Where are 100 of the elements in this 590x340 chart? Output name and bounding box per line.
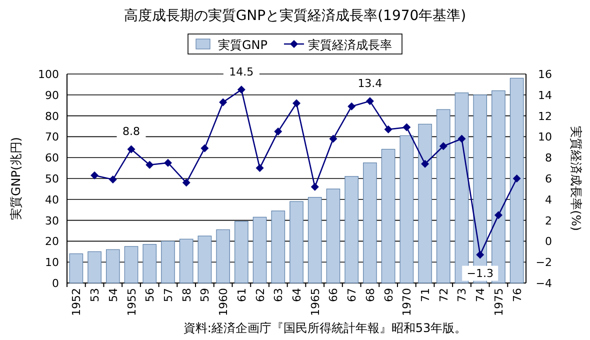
legend-label: 実質経済成長率 — [308, 38, 392, 52]
bar — [381, 148, 396, 284]
bar — [106, 249, 120, 284]
bar — [344, 176, 358, 284]
x-tick-label: 71 — [419, 288, 432, 302]
y-tick-label: 70 — [45, 130, 59, 144]
x-tick-label: 1952 — [70, 288, 84, 316]
y2-tick-label: −2 — [536, 256, 552, 270]
bar — [454, 92, 469, 284]
x-tick-label: 59 — [198, 288, 212, 302]
y2-tick-label: −4 — [536, 277, 552, 290]
y2-tick-label: 2 — [545, 214, 552, 228]
y-tick-label: 80 — [45, 110, 59, 123]
y-axis-title: 実質GNP(兆円) — [9, 137, 23, 220]
point — [348, 102, 356, 110]
text: 資料:経済企画庁『国民所得統計年報』昭和53年版。 — [183, 321, 467, 335]
point — [108, 176, 117, 184]
point — [512, 174, 521, 182]
x-tick-label: 69 — [382, 288, 396, 302]
y2-tick-label: 14 — [538, 88, 552, 102]
bar — [88, 251, 102, 284]
y-tick-label: 40 — [45, 193, 59, 206]
x-tick-label: 76 — [510, 288, 524, 302]
bar — [510, 78, 524, 284]
chart-title: 高度成長期の実質GNPと実質経済成長率(1970年基準) — [124, 8, 466, 24]
x-tick-label: 66 — [327, 288, 340, 302]
y-tick-label: 0 — [52, 277, 59, 290]
x-tick-label: 73 — [456, 288, 469, 302]
point — [384, 125, 392, 134]
bar — [271, 210, 286, 284]
point — [494, 211, 502, 220]
y2-tick-label: 4 — [545, 193, 552, 206]
y-tick-label: 60 — [45, 152, 59, 165]
data-label: −1.3 — [466, 266, 494, 280]
bar — [234, 221, 248, 284]
point — [274, 127, 282, 136]
bar — [418, 124, 432, 284]
x-tick-label: 64 — [290, 288, 304, 302]
x-tick-label: 54 — [106, 288, 120, 302]
x-tick-label: 53 — [88, 288, 102, 302]
y2-tick-label: 16 — [538, 68, 552, 81]
x-tick-label: 57 — [162, 288, 175, 302]
point — [476, 250, 484, 259]
x-tick-label: 74 — [474, 288, 488, 302]
point — [237, 86, 246, 94]
data-label: 8.8 — [122, 125, 140, 138]
bar — [363, 162, 377, 284]
point — [439, 142, 448, 150]
x-tick-label: 1965 — [308, 288, 322, 316]
y2-tick-label: 0 — [545, 235, 552, 248]
y2-axis-title: 実質経済成長率(%) — [569, 126, 583, 231]
point — [182, 178, 190, 187]
point — [366, 97, 374, 106]
point — [458, 134, 466, 143]
y-tick-label: 50 — [45, 172, 59, 186]
y2-tick-label: 6 — [545, 172, 552, 186]
bar — [69, 253, 84, 284]
x-tick-label: 1955 — [125, 288, 138, 316]
x-tick-label: 1970 — [400, 288, 414, 316]
x-tick-label: 61 — [235, 288, 248, 302]
data-label: 13.4 — [358, 77, 382, 90]
x-tick-label: 56 — [144, 288, 157, 302]
x-tick-label: 63 — [272, 288, 286, 302]
bar — [142, 244, 157, 284]
bar — [161, 240, 175, 284]
bar — [400, 135, 414, 284]
point — [292, 99, 300, 108]
point — [200, 144, 209, 152]
y-tick-label: 100 — [38, 68, 59, 81]
bar — [216, 229, 230, 284]
x-tick-label: 72 — [437, 288, 450, 302]
y2-tick-label: 8 — [545, 152, 552, 165]
point — [146, 160, 154, 169]
x-tick-label: 62 — [254, 288, 267, 302]
bar — [124, 246, 138, 284]
x-tick-label: 67 — [346, 288, 359, 302]
point — [256, 164, 264, 172]
x-tick-label: 68 — [364, 288, 377, 302]
y2-tick-label: 10 — [538, 130, 552, 144]
bar — [436, 109, 450, 284]
x-tick-label: 1960 — [217, 288, 230, 316]
y-tick-label: 10 — [45, 256, 59, 270]
bar — [326, 188, 340, 284]
point — [219, 98, 228, 106]
y-tick-label: 90 — [45, 88, 59, 102]
bar — [198, 236, 212, 284]
point — [329, 134, 338, 143]
x-tick-label: 58 — [180, 288, 194, 302]
legend-label: 実質GNP — [218, 38, 268, 52]
bar — [308, 197, 322, 284]
point — [127, 145, 136, 154]
bar — [290, 201, 304, 284]
point — [90, 171, 99, 180]
y-tick-label: 20 — [45, 235, 59, 248]
y-tick-label: 30 — [45, 214, 59, 228]
point — [164, 158, 172, 167]
point — [402, 123, 411, 132]
point — [421, 160, 430, 168]
data-label: 14.5 — [229, 66, 254, 79]
x-tick-label: 1975 — [492, 288, 506, 316]
